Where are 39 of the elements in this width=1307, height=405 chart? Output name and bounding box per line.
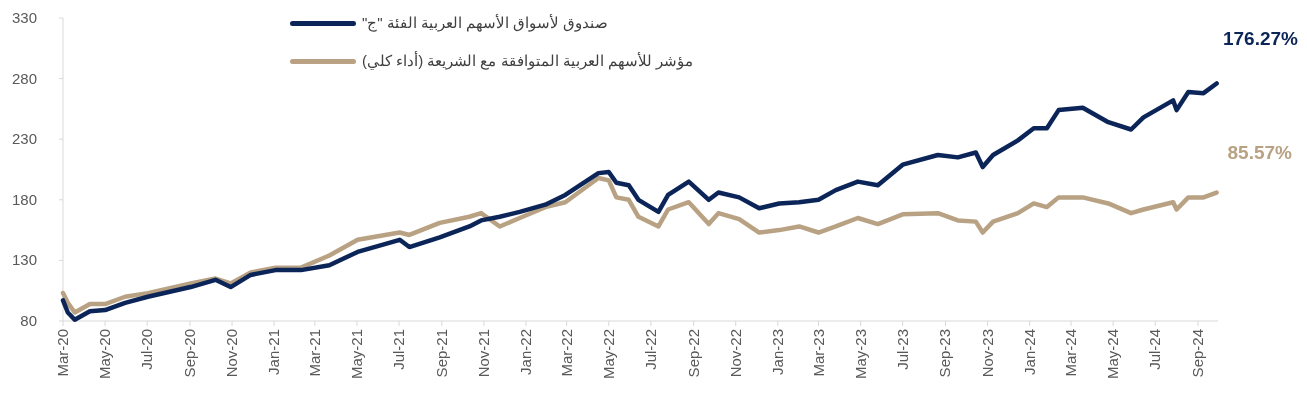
text: 85.57% xyxy=(1227,142,1293,163)
x-tick-label: Jul-20 xyxy=(138,329,156,370)
x-tick-label: May-24 xyxy=(1104,329,1122,380)
x-tick-label: Jan-21 xyxy=(265,329,283,375)
y-tick-label: 80 xyxy=(20,312,37,329)
x-tick-label: Sep-22 xyxy=(684,329,702,378)
line-series xyxy=(60,175,1219,315)
x-tick-label: Nov-21 xyxy=(474,329,492,378)
x-tick-label: Mar-23 xyxy=(809,329,827,377)
y-tick-label: 230 xyxy=(11,130,37,148)
x-tick-label: Nov-22 xyxy=(726,329,744,378)
x-tick-label: Sep-23 xyxy=(936,329,954,378)
x-tick-label: May-22 xyxy=(599,329,617,380)
x-tick-label: Mar-20 xyxy=(54,329,71,377)
x-tick-label: Jul-22 xyxy=(641,329,659,370)
x-tick-label: Jul-24 xyxy=(1146,329,1164,370)
x-tick-label: Sep-21 xyxy=(432,329,450,378)
legend-label: مؤشر للأسهم العربية المتوافقة مع الشريعة (أداء كلي) xyxy=(362,52,694,70)
x-tick-label: May-23 xyxy=(851,329,869,380)
x-tick-label: May-21 xyxy=(347,329,365,380)
x-tick-label: May-20 xyxy=(96,329,114,380)
y-tick-label: 280 xyxy=(11,69,37,87)
x-tick-label: Nov-23 xyxy=(978,329,996,378)
text: 176.27% xyxy=(1222,28,1299,49)
x-tick-label: Jan-23 xyxy=(768,329,786,375)
y-tick-label: 180 xyxy=(11,190,37,208)
x-tick-label: Mar-22 xyxy=(557,329,575,377)
x-tick-label: Jan-22 xyxy=(516,329,534,375)
x-tick-label: Sep-20 xyxy=(180,329,198,378)
x-tick-label: Mar-24 xyxy=(1062,329,1080,377)
x-tick-label: Nov-20 xyxy=(223,329,241,378)
x-tick-label: Jul-23 xyxy=(893,329,911,370)
x-tick-label: Jan-24 xyxy=(1020,329,1038,375)
y-tick-label: 130 xyxy=(11,251,37,269)
x-tick-label: Sep-24 xyxy=(1188,329,1206,378)
x-tick-label: Mar-21 xyxy=(305,329,323,377)
y-tick-label: 330 xyxy=(11,9,37,26)
legend-label: صندوق لأسواق الأسهم العربية الفئة "ج" xyxy=(362,14,609,32)
x-tick-label: Jul-21 xyxy=(390,329,408,370)
